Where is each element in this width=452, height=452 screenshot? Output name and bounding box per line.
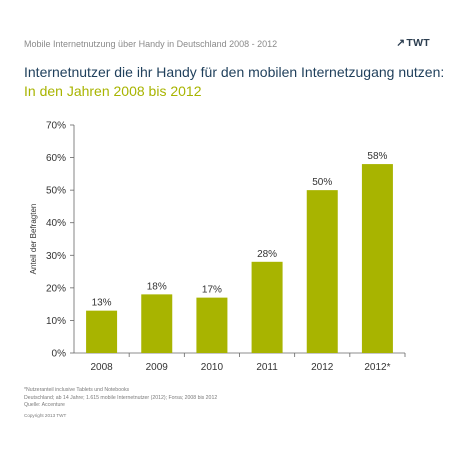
- logo-arrow-icon: ↗: [396, 37, 406, 49]
- x-tick-label: 2012*: [364, 362, 390, 373]
- x-tick-label: 2009: [146, 362, 169, 373]
- header: Mobile Internetnutzung über Handy in Deu…: [24, 37, 430, 49]
- y-tick-label: 70%: [46, 121, 66, 132]
- footnotes: *Nutzeranteil inclusive Tablets und Note…: [24, 387, 424, 419]
- x-tick-label: 2012: [311, 362, 334, 373]
- bar-2010: [196, 297, 228, 353]
- bar-2012: [306, 190, 338, 353]
- y-tick-label: 10%: [46, 316, 66, 327]
- footnote-line-1: *Nutzeranteil inclusive Tablets und Note…: [24, 387, 130, 393]
- copyright: Copyright 2013 TWT: [24, 412, 67, 418]
- data-label: 58%: [367, 151, 387, 162]
- data-label: 13%: [92, 298, 112, 309]
- data-label: 50%: [312, 177, 332, 188]
- x-tick-label: 2010: [201, 362, 224, 373]
- chart-subtitle: In den Jahren 2008 bis 2012: [24, 83, 202, 99]
- twt-logo: ↗TWT: [396, 37, 430, 49]
- y-tick-label: 30%: [46, 251, 66, 262]
- y-tick-label: 50%: [46, 186, 66, 197]
- data-label: 28%: [257, 249, 277, 260]
- bar-2011: [251, 261, 283, 353]
- bar-2012*: [361, 164, 393, 353]
- chart-title: Internetnutzer die ihr Handy für den mob…: [24, 64, 445, 80]
- x-tick-label: 2008: [90, 362, 113, 373]
- y-tick-label: 20%: [46, 283, 66, 294]
- logo-text: TWT: [406, 37, 430, 49]
- y-tick-label: 60%: [46, 153, 66, 164]
- data-label: 17%: [202, 285, 222, 296]
- x-tick-label: 2011: [256, 362, 278, 373]
- bar-2008: [86, 310, 118, 353]
- footnote-source: Quelle: Accenture: [24, 402, 65, 409]
- y-tick-label: 0%: [52, 349, 67, 360]
- y-tick-label: 40%: [46, 218, 66, 229]
- data-label: 18%: [147, 281, 167, 292]
- footnote-line-2: Deutschland; ab 14 Jahre; 1.615 mobile I…: [24, 394, 218, 401]
- bar-2009: [141, 294, 173, 353]
- y-axis-title: Anteil der Befragten: [29, 204, 38, 275]
- header-subtitle: Mobile Internetnutzung über Handy in Deu…: [24, 39, 278, 49]
